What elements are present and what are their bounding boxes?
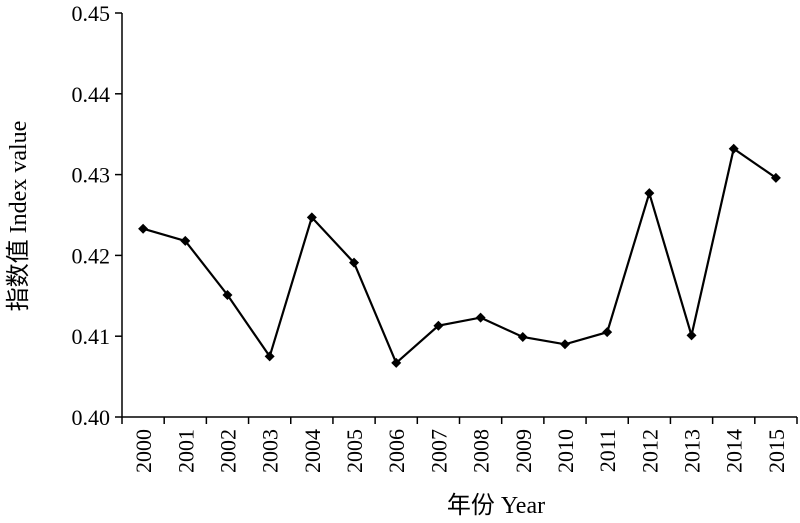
series-line — [142, 146, 777, 365]
x-tick-label: 2005 — [342, 429, 367, 473]
x-tick-label: 2010 — [553, 429, 578, 473]
x-tick-label: 2008 — [469, 429, 494, 473]
data-point — [138, 223, 149, 234]
x-tick-label: 2014 — [722, 429, 747, 473]
data-point — [433, 320, 444, 331]
x-tick-label: 2013 — [680, 429, 705, 473]
data-point — [264, 351, 275, 362]
x-tick-label: 2012 — [637, 429, 662, 473]
x-axis: 2000 2001 2002 2003 2004 2005 2006 2007 2008 2009… — [121, 416, 798, 473]
y-tick-label: 0.43 — [72, 163, 111, 188]
x-tick-label: 2011 — [595, 429, 620, 472]
x-tick-label: 2004 — [300, 429, 325, 473]
data-point — [180, 235, 191, 246]
data-point — [475, 312, 486, 323]
y-tick-label: 0.45 — [72, 1, 111, 26]
x-axis-title: 年份 Year — [447, 492, 545, 519]
y-tick-label: 0.42 — [72, 243, 111, 268]
y-tick-label: 0.41 — [72, 324, 111, 349]
y-tick-label: 0.44 — [72, 82, 111, 107]
x-tick-label: 2015 — [764, 429, 789, 473]
data-point — [349, 257, 360, 268]
x-tick-label: 2002 — [215, 429, 240, 473]
series-layer — [138, 143, 781, 368]
data-point — [306, 212, 317, 223]
data-point — [517, 332, 528, 343]
data-point — [644, 188, 655, 199]
data-point — [391, 357, 402, 368]
x-tick-label: 2001 — [173, 429, 198, 473]
data-point — [770, 172, 781, 183]
y-tick-label: 0.40 — [72, 405, 111, 430]
y-axis-title: 指数值 Index value — [5, 121, 32, 312]
x-tick-label: 2000 — [131, 429, 156, 473]
x-tick-label: 2006 — [384, 429, 409, 473]
data-point — [686, 330, 697, 341]
data-point — [222, 289, 233, 300]
x-tick-label: 2009 — [511, 429, 536, 473]
x-tick-label: 2007 — [426, 429, 451, 473]
data-point — [728, 143, 739, 154]
y-axis: 0.40 0.41 0.42 0.43 0.44 0.45 — [72, 1, 123, 430]
data-point — [559, 339, 570, 350]
x-tick-label: 2003 — [258, 429, 283, 473]
data-point — [602, 327, 613, 338]
